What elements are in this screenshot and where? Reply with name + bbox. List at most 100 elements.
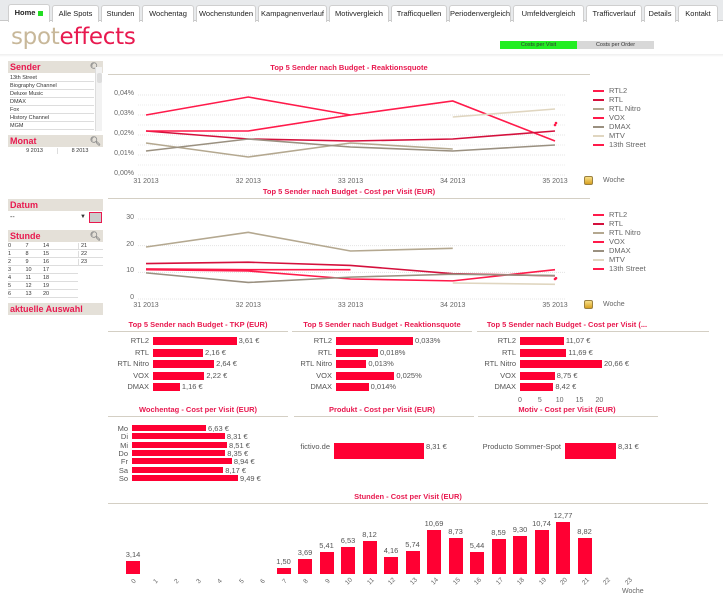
tab-wochentag[interactable]: Wochentag <box>142 5 194 22</box>
stunde-item[interactable]: 6 <box>8 291 12 297</box>
calendar-icon[interactable] <box>89 212 102 223</box>
tab-motivvergleich[interactable]: Motivvergleich <box>329 5 389 22</box>
tab-kontakt[interactable]: Kontakt <box>678 5 718 22</box>
bar <box>153 360 215 368</box>
y-tick-label: 0 <box>130 294 134 301</box>
monat-item[interactable]: 9 2013 <box>26 148 43 154</box>
sender-item[interactable]: MGM <box>10 123 94 130</box>
stunde-item[interactable]: 10 <box>25 267 32 273</box>
tab-stunden[interactable]: Stunden <box>101 5 140 22</box>
stunde-item[interactable]: 4 <box>8 275 12 281</box>
legend-item: VOX <box>593 113 625 122</box>
chart-title: Top 5 Sender nach Budget - Reaktionsquot… <box>270 63 428 72</box>
legend-item: RTL <box>593 219 623 228</box>
chart-title: Wochentag - Cost per Visit (EUR) <box>138 405 258 414</box>
stunde-item[interactable]: 8 <box>25 251 29 257</box>
cycle-dimension-icon[interactable] <box>584 300 593 309</box>
sender-item[interactable]: History Channel <box>10 115 94 122</box>
series-line-vox <box>145 268 351 271</box>
x-tick-label: 31 2013 <box>133 302 159 309</box>
stunde-item[interactable]: 14 <box>43 243 50 249</box>
legend-swatch <box>593 117 604 120</box>
sender-item[interactable]: 13th Street <box>10 75 94 82</box>
search-icon[interactable]: 🔍︎ <box>89 231 101 241</box>
series-line-rtl-nitro <box>145 142 453 158</box>
bar-value-label: 20,66 € <box>604 359 630 368</box>
monat-item[interactable]: 8 2013 <box>57 148 102 154</box>
series-line-rtl2 <box>145 268 556 282</box>
stunde-item[interactable]: 22 <box>78 251 103 258</box>
datum-input[interactable]: -- <box>10 214 15 221</box>
stunde-item[interactable]: 5 <box>8 283 12 289</box>
x-tick-label: 5 <box>237 577 246 586</box>
series-line-mtv <box>452 108 556 118</box>
cycle-dimension-icon[interactable] <box>584 176 593 185</box>
dropdown-arrow-icon[interactable]: ▼ <box>80 214 86 220</box>
legend-label: MTV <box>609 255 625 264</box>
stunde-item[interactable]: 17 <box>43 267 50 273</box>
sender-item[interactable]: Biography Channel <box>10 83 94 90</box>
x-tick-label: 21 <box>580 576 591 587</box>
x-tick-label: 2 <box>173 577 181 586</box>
y-tick-label: 30 <box>126 214 134 221</box>
stunde-item[interactable]: 12 <box>25 283 32 289</box>
tab-bar: Home Alle Spots Stunden Wochentag Wochenstun… <box>0 0 723 22</box>
stunde-item[interactable]: 3 <box>8 267 12 273</box>
bar <box>132 441 228 448</box>
stunde-item[interactable]: 16 <box>43 259 50 265</box>
stunde-item[interactable]: 0 <box>8 243 12 249</box>
stunde-item[interactable]: 21 <box>78 243 103 250</box>
sender-item[interactable]: DMAX <box>10 99 94 106</box>
search-icon[interactable]: 🔍︎ <box>89 136 101 146</box>
series-line-rtl <box>145 130 556 142</box>
scrollbar-thumb[interactable] <box>97 73 102 83</box>
tab-kampagnenverlauf[interactable]: Kampagnenverlauf <box>258 5 327 22</box>
tab-alle-spots[interactable]: Alle Spots <box>52 5 99 22</box>
tab-umfeldvergleich[interactable]: Umfeldvergleich <box>513 5 584 22</box>
toggle-costs-per-order[interactable]: Costs per Order <box>577 41 654 49</box>
tab-wochenstunden[interactable]: Wochenstunden <box>196 5 256 22</box>
stunde-item[interactable]: 23 <box>78 259 103 266</box>
x-tick-label: 13 <box>408 576 419 587</box>
stunde-item[interactable]: 2 <box>8 259 12 265</box>
tab-details[interactable]: Details <box>644 5 676 22</box>
logo: spoteffects <box>11 24 136 50</box>
bar-category-label: DMAX <box>494 382 516 391</box>
x-tick-label: 1 <box>151 577 160 586</box>
bar <box>153 383 180 391</box>
toggle-costs-per-visit[interactable]: Costs per Visit <box>500 41 577 49</box>
tab-home[interactable]: Home <box>8 4 50 22</box>
legend-item: DMAX <box>593 246 631 255</box>
stunde-item[interactable]: 9 <box>25 259 29 265</box>
y-tick-label: 0,03% <box>114 110 134 117</box>
legend-item: RTL <box>593 95 623 104</box>
stunde-item[interactable]: 20 <box>43 291 50 297</box>
legend-item: DMAX <box>593 122 631 131</box>
tab-trafficverlauf[interactable]: Trafficverlauf <box>586 5 642 22</box>
stunde-item[interactable]: 15 <box>43 251 50 257</box>
legend-label: RTL2 <box>609 210 628 219</box>
stunde-item[interactable]: 19 <box>43 283 50 289</box>
sender-item[interactable]: Deluxe Music <box>10 91 94 98</box>
section-divider <box>478 416 658 417</box>
tab-periodenvergleich[interactable]: Periodenvergleich <box>449 5 511 22</box>
stunde-item[interactable]: 11 <box>25 275 32 281</box>
sender-item[interactable]: Fox <box>10 107 94 114</box>
x-tick-label: 35 2013 <box>542 178 568 185</box>
stunde-item[interactable]: 13 <box>25 291 32 297</box>
stunde-item[interactable]: 18 <box>43 275 50 281</box>
stunde-item[interactable]: 1 <box>8 251 12 257</box>
legend-label: VOX <box>609 237 625 246</box>
x-tick-label: 20 <box>558 576 570 587</box>
chart-title: Top 5 Sender nach Budget - TKP (EUR) <box>128 320 268 329</box>
x-tick-label: 32 2013 <box>235 178 261 185</box>
stunde-item[interactable]: 7 <box>25 243 29 249</box>
y-tick-label: 0,02% <box>114 130 134 137</box>
chart-title: Top 5 Sender nach Budget - Reaktionsquot… <box>303 320 461 329</box>
bar <box>556 522 570 574</box>
tab-trafficquellen[interactable]: Trafficquellen <box>391 5 447 22</box>
section-divider <box>108 416 288 417</box>
legend-swatch <box>593 268 604 271</box>
bar-category-label: Mi <box>120 440 128 450</box>
sender-scrollbar[interactable] <box>95 67 102 131</box>
